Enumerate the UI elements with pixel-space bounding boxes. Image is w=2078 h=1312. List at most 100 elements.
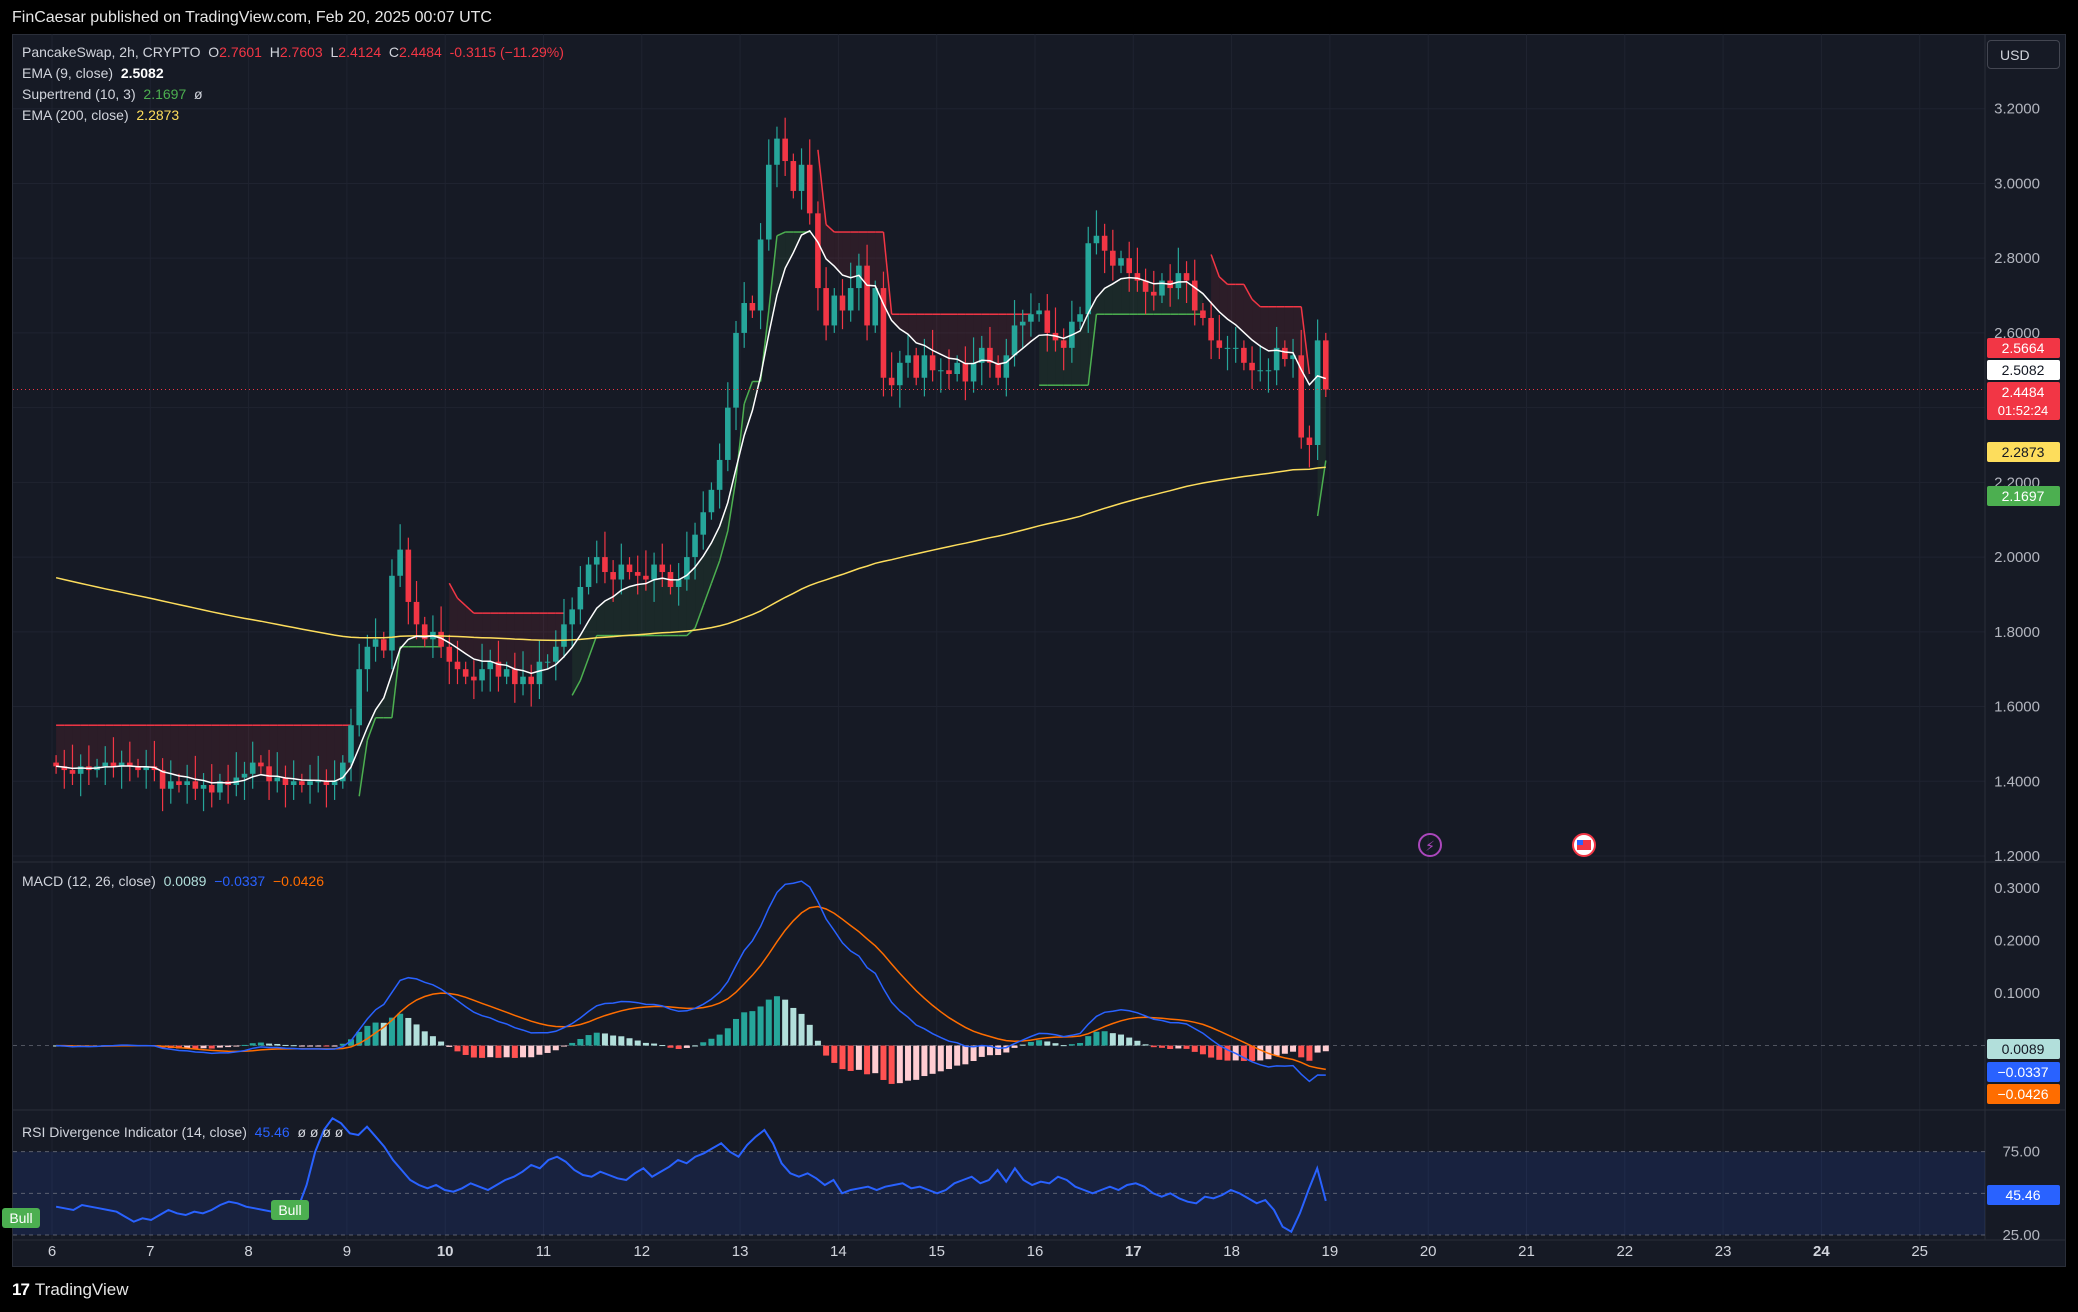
macd-hist-bar (1167, 1045, 1174, 1049)
ema9-badge-box (1987, 360, 2060, 380)
macd-hist-bar (528, 1045, 535, 1058)
price-tick-label: 3.2000 (1994, 101, 2040, 118)
macd-line-value: −0.0337 (214, 873, 266, 889)
supertrend-legend[interactable]: Supertrend (10, 3) 2.1697 ø (22, 86, 203, 102)
supertrend-fill (899, 314, 909, 335)
macd-hist-bar (741, 1012, 748, 1046)
rsi-legend[interactable]: RSI Divergence Indicator (14, close) 45.… (22, 1124, 343, 1140)
candle-body (127, 762, 133, 767)
supertrend-segment (456, 597, 467, 607)
macd-hist-bar (257, 1042, 264, 1046)
macd-hist-bar (1257, 1045, 1264, 1061)
macd-hist-bar (601, 1033, 608, 1046)
macd-hist-bar (773, 996, 780, 1046)
low-value: 2.4124 (338, 44, 382, 60)
macd-hist-bar (798, 1013, 805, 1046)
candle-body (454, 661, 461, 670)
candle (1265, 358, 1272, 393)
time-tick-label: 8 (244, 1243, 252, 1260)
candle (61, 749, 68, 789)
supertrend-fill (1260, 306, 1269, 351)
candle-body (1101, 235, 1108, 251)
price-tick-label: 1.4000 (1994, 773, 2040, 790)
candle (585, 557, 592, 595)
candle-body (249, 762, 256, 774)
macd-hist-bar (823, 1045, 830, 1056)
macd-hist-bar (503, 1045, 510, 1058)
candle (856, 253, 862, 311)
candle (348, 708, 354, 782)
candle (118, 750, 125, 789)
tradingview-logo[interactable]: 17 TradingView (12, 1280, 128, 1300)
macd-tick-label: 0.1000 (1994, 985, 2040, 1002)
candle-body (266, 766, 272, 782)
candle-body (1093, 235, 1100, 244)
candle (159, 758, 166, 812)
supertrend-segment (718, 530, 729, 562)
macd-hist-bar (200, 1045, 207, 1049)
macd-hist-bar (388, 1017, 395, 1046)
candle-body (364, 646, 371, 670)
supertrend-segment (1243, 283, 1253, 300)
macd-hist-bar (1085, 1036, 1092, 1046)
ema200-legend[interactable]: EMA (200, close) 2.2873 (22, 107, 179, 123)
candle (1241, 340, 1247, 371)
macd-hist-bar (618, 1036, 625, 1046)
candle-body (978, 347, 985, 363)
candle-body (61, 766, 68, 771)
currency-button[interactable]: USD (1987, 40, 2060, 69)
chart-frame[interactable] (12, 34, 2066, 1267)
macd-hist-bar (954, 1045, 961, 1066)
candle-body (921, 355, 928, 378)
supertrend-fill (301, 725, 311, 781)
macd-hist-bar (1118, 1034, 1125, 1046)
supertrend-fill (785, 232, 794, 269)
candle (872, 280, 879, 333)
candle-body (340, 762, 346, 782)
supertrend-fill (1252, 299, 1261, 347)
macd-hist-bar (1044, 1041, 1051, 1046)
macd-hist-bar (585, 1035, 592, 1046)
macd-hist-bar (1322, 1045, 1329, 1052)
supertrend-fill (72, 725, 81, 769)
macd-hist-bar (888, 1045, 895, 1084)
macd-legend[interactable]: MACD (12, 26, close) 0.0089 −0.0337 −0.0… (22, 873, 324, 889)
macd-hist-bar (651, 1043, 658, 1046)
time-tick-label: 16 (1027, 1243, 1044, 1260)
macd-hist-bar (708, 1038, 715, 1046)
candle (217, 773, 223, 800)
supertrend-fill (375, 697, 384, 718)
candle-body (397, 549, 403, 576)
candle (135, 758, 141, 778)
time-tick-label: 17 (1125, 1243, 1142, 1260)
macd-hist-bar (216, 1045, 223, 1048)
candle-body (962, 362, 969, 382)
candle (1150, 270, 1157, 311)
supertrend-fill (449, 583, 458, 649)
candle-body (741, 303, 747, 333)
candle-body (413, 601, 420, 625)
time-tick-label: 7 (146, 1243, 154, 1260)
supertrend-segment (1300, 306, 1311, 375)
supertrend-fill (1293, 306, 1302, 370)
supertrend-badge-text: 2.1697 (2002, 488, 2045, 504)
time-tick-label: 13 (732, 1243, 749, 1260)
flag-canton (1577, 840, 1583, 845)
supertrend-fill (1211, 254, 1220, 312)
time-tick-label: 14 (830, 1243, 847, 1260)
candle-body (577, 586, 584, 610)
candle-body (1011, 325, 1018, 356)
candle (1085, 226, 1092, 333)
ema9-legend[interactable]: EMA (9, close) 2.5082 (22, 65, 164, 81)
supertrend-segment (1218, 276, 1229, 285)
candle (1200, 303, 1206, 326)
time-tick-label: 25 (1911, 1243, 1928, 1260)
rsi-line (55, 1116, 1327, 1234)
macd-hist-bar (1290, 1045, 1297, 1052)
candle-body (1249, 362, 1255, 371)
candle-body (1003, 355, 1010, 378)
candle-body (1134, 273, 1141, 281)
candle-body (462, 669, 469, 677)
candle (1060, 328, 1067, 371)
